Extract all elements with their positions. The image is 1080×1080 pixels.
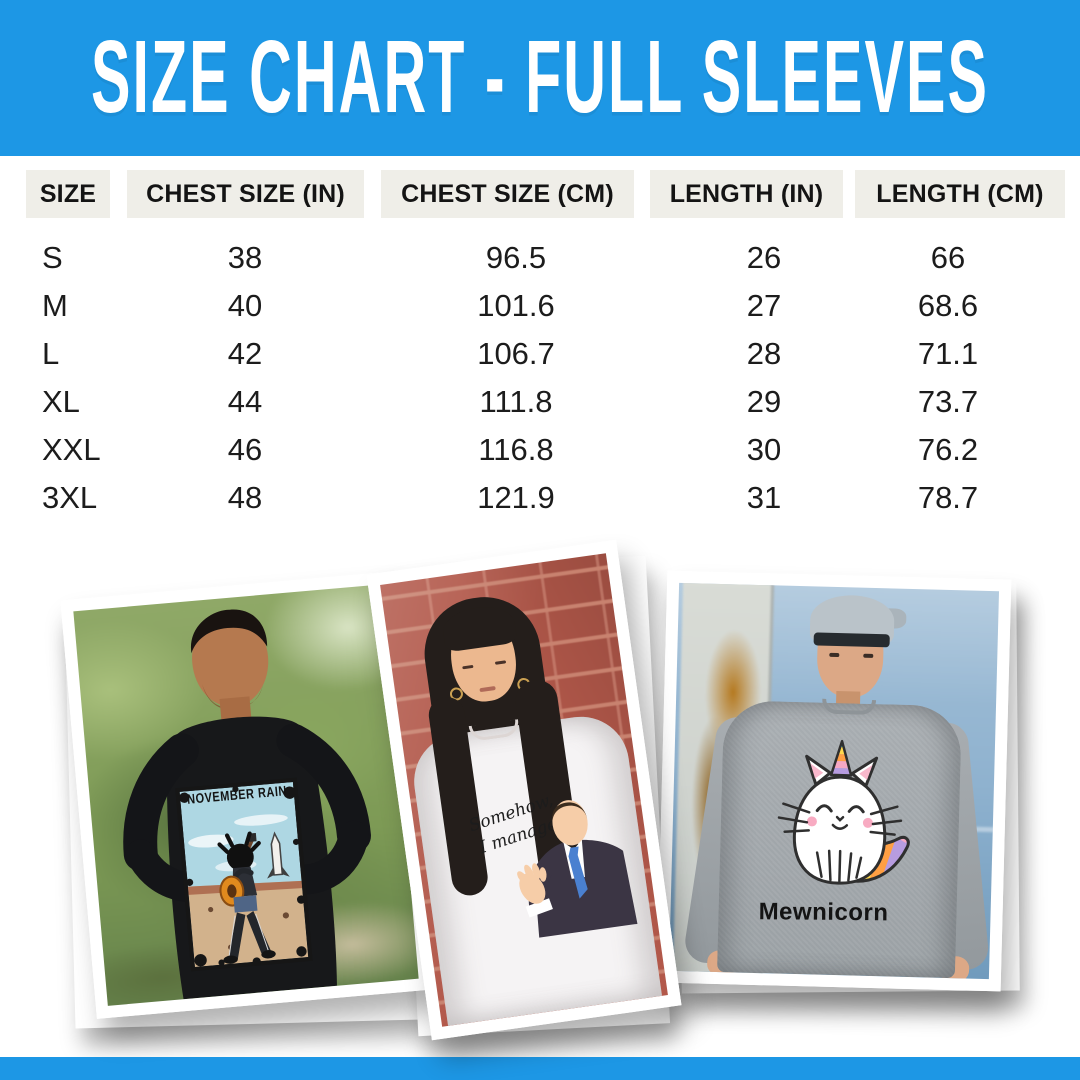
chest-cm-value: 121.9 [477,480,555,515]
shirt-text: Mewnicorn [758,898,889,927]
length-in-value: 30 [746,432,782,467]
length-cm-value: 68.6 [917,288,979,323]
collar [821,698,877,716]
chest-in-value: 44 [227,384,263,419]
chest-in-value: 40 [227,288,263,323]
length-in-value: 29 [746,384,782,419]
length-in-value: 31 [746,480,782,515]
size-label: XXL [42,432,101,467]
product-photo-grey-tee: Mewnicorn [656,570,1012,992]
table-row: XL 44 111.8 29 73.7 [0,378,1080,426]
size-label: S [42,240,63,275]
product-photo-white-tee: Somehow, I manage [366,539,682,1041]
header-banner: SIZE CHART - FULL SLEEVES [0,0,1080,156]
column-header-size: SIZE [26,170,110,218]
table-row: M 40 101.6 27 68.6 [0,282,1080,330]
length-cm-value: 71.1 [917,336,979,371]
eyes [829,652,874,660]
chest-in-value: 42 [227,336,263,371]
chest-cm-value: 106.7 [477,336,555,371]
length-cm-value: 73.7 [917,384,979,419]
column-header-length-in: LENGTH (IN) [650,170,843,218]
table-row: XXL 46 116.8 30 76.2 [0,426,1080,474]
length-cm-value: 78.7 [917,480,979,515]
column-header-length-cm: LENGTH (CM) [855,170,1065,218]
column-header-chest-cm: CHEST SIZE (CM) [381,170,634,218]
chest-in-value: 48 [227,480,263,515]
size-label: 3XL [42,480,98,515]
column-header-chest-in: CHEST SIZE (IN) [127,170,364,218]
chest-in-value: 38 [227,240,263,275]
cap-band [813,632,890,648]
footer-bar [0,1057,1080,1080]
table-row: S 38 96.5 26 66 [0,234,1080,282]
chest-in-value: 46 [227,432,263,467]
length-cm-value: 76.2 [917,432,979,467]
shirt-graphic-caticorn [777,739,910,885]
length-cm-value: 66 [930,240,966,275]
chest-cm-value: 111.8 [479,384,553,419]
length-in-value: 27 [746,288,782,323]
length-in-value: 28 [746,336,782,371]
chest-cm-value: 96.5 [485,240,547,275]
shirt-graphic-november-rain: NOVEMBER RAIN [174,777,314,972]
shirt-graphic-office-character [517,800,638,938]
size-label: M [42,288,68,323]
product-photo-black-tee: NOVEMBER RAIN [60,571,432,1019]
size-label: L [42,336,60,371]
size-label: XL [42,384,80,419]
chest-cm-value: 116.8 [478,432,554,467]
table-row: 3XL 48 121.9 31 78.7 [0,474,1080,522]
length-in-value: 26 [746,240,782,275]
page-title: SIZE CHART - FULL SLEEVES [91,19,989,135]
chest-cm-value: 101.6 [477,288,555,323]
table-row: L 42 106.7 28 71.1 [0,330,1080,378]
